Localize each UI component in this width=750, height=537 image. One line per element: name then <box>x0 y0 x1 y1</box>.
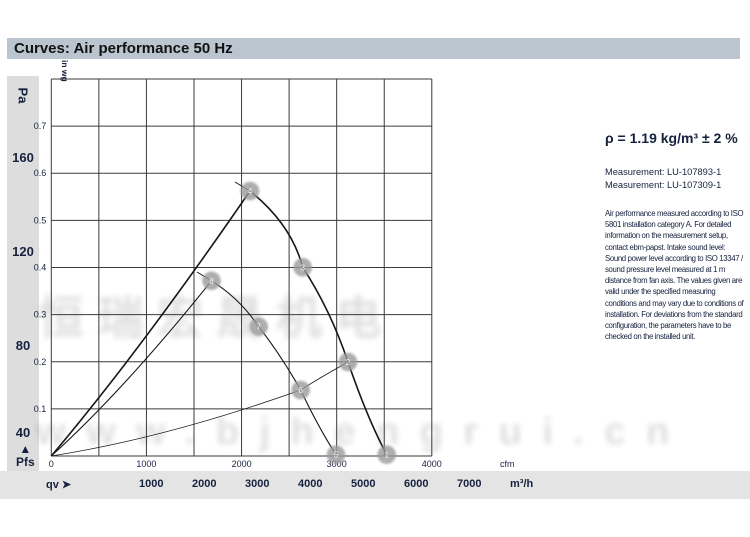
svg-text:in wg: in wg <box>60 60 70 82</box>
svg-text:0.3: 0.3 <box>34 310 47 320</box>
svg-text:0.5: 0.5 <box>34 215 47 225</box>
svg-text:4000: 4000 <box>422 459 442 469</box>
svg-text:0.2: 0.2 <box>34 357 47 367</box>
svg-text:0.4: 0.4 <box>34 263 47 273</box>
svg-text:4: 4 <box>248 186 253 196</box>
svg-text:cfm: cfm <box>500 459 515 469</box>
svg-text:7: 7 <box>256 322 261 332</box>
svg-text:6: 6 <box>298 385 303 395</box>
svg-text:0.7: 0.7 <box>34 121 47 131</box>
svg-text:3: 3 <box>300 262 305 272</box>
svg-text:0.1: 0.1 <box>34 404 47 414</box>
svg-text:1: 1 <box>384 450 389 460</box>
svg-text:0.6: 0.6 <box>34 168 47 178</box>
svg-text:8: 8 <box>209 276 214 286</box>
svg-text:0: 0 <box>49 459 54 469</box>
svg-text:1000: 1000 <box>136 459 156 469</box>
svg-text:2: 2 <box>346 357 351 367</box>
svg-text:5: 5 <box>334 450 339 460</box>
svg-text:2000: 2000 <box>232 459 252 469</box>
